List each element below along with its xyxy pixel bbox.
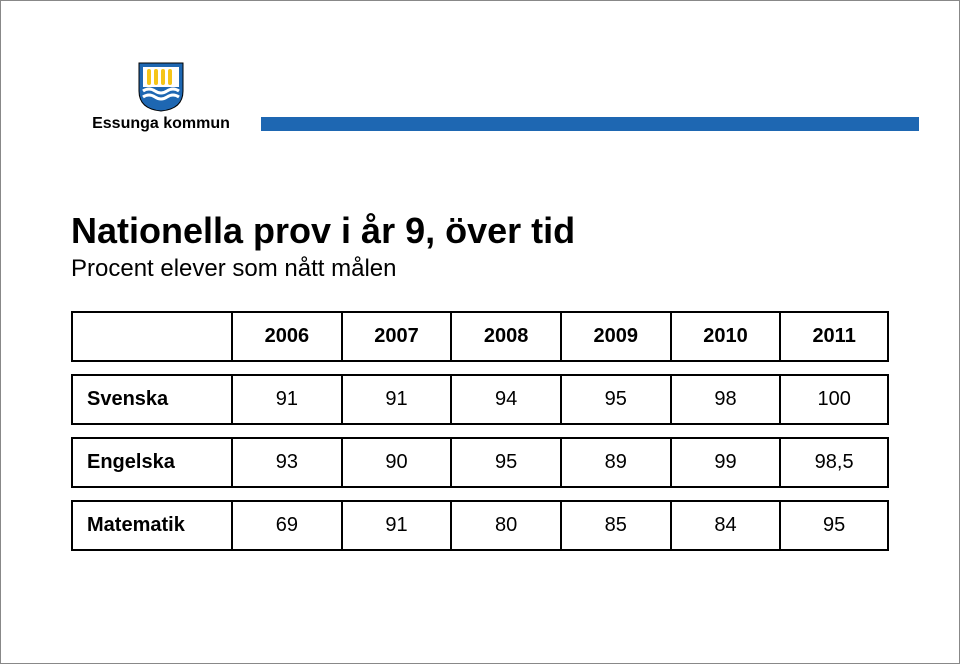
cell: 95 bbox=[561, 375, 671, 424]
org-name: Essunga kommun bbox=[71, 115, 251, 133]
municipality-shield-icon bbox=[137, 61, 185, 113]
header: Essunga kommun bbox=[1, 61, 959, 121]
cell: 93 bbox=[232, 438, 342, 487]
row-label: Engelska bbox=[72, 438, 232, 487]
cell: 91 bbox=[342, 501, 452, 550]
row-label: Matematik bbox=[72, 501, 232, 550]
row-label: Svenska bbox=[72, 375, 232, 424]
table-spacer bbox=[72, 424, 888, 438]
cell: 69 bbox=[232, 501, 342, 550]
table-spacer bbox=[72, 361, 888, 375]
cell: 99 bbox=[671, 438, 781, 487]
table-spacer bbox=[72, 487, 888, 501]
cell: 84 bbox=[671, 501, 781, 550]
col-header: 2007 bbox=[342, 312, 452, 361]
table-row: Matematik 69 91 80 85 84 95 bbox=[72, 501, 888, 550]
cell: 98,5 bbox=[780, 438, 888, 487]
logo-block: Essunga kommun bbox=[71, 61, 251, 133]
cell: 91 bbox=[342, 375, 452, 424]
cell: 94 bbox=[451, 375, 561, 424]
table-corner-cell bbox=[72, 312, 232, 361]
table-header-row: 2006 2007 2008 2009 2010 2011 bbox=[72, 312, 888, 361]
col-header: 2006 bbox=[232, 312, 342, 361]
cell: 95 bbox=[451, 438, 561, 487]
cell: 80 bbox=[451, 501, 561, 550]
cell: 90 bbox=[342, 438, 452, 487]
results-table: 2006 2007 2008 2009 2010 2011 Svenska 91… bbox=[71, 311, 889, 551]
cell: 95 bbox=[780, 501, 888, 550]
col-header: 2009 bbox=[561, 312, 671, 361]
cell: 89 bbox=[561, 438, 671, 487]
col-header: 2008 bbox=[451, 312, 561, 361]
content-region: Nationella prov i år 9, över tid Procent… bbox=[71, 211, 889, 551]
cell: 91 bbox=[232, 375, 342, 424]
col-header: 2010 bbox=[671, 312, 781, 361]
table-row: Engelska 93 90 95 89 99 98,5 bbox=[72, 438, 888, 487]
page-subtitle: Procent elever som nått målen bbox=[71, 255, 889, 283]
cell: 100 bbox=[780, 375, 888, 424]
page-title: Nationella prov i år 9, över tid bbox=[71, 211, 889, 251]
table-row: Svenska 91 91 94 95 98 100 bbox=[72, 375, 888, 424]
cell: 85 bbox=[561, 501, 671, 550]
cell: 98 bbox=[671, 375, 781, 424]
col-header: 2011 bbox=[780, 312, 888, 361]
header-accent-bar bbox=[261, 117, 919, 131]
